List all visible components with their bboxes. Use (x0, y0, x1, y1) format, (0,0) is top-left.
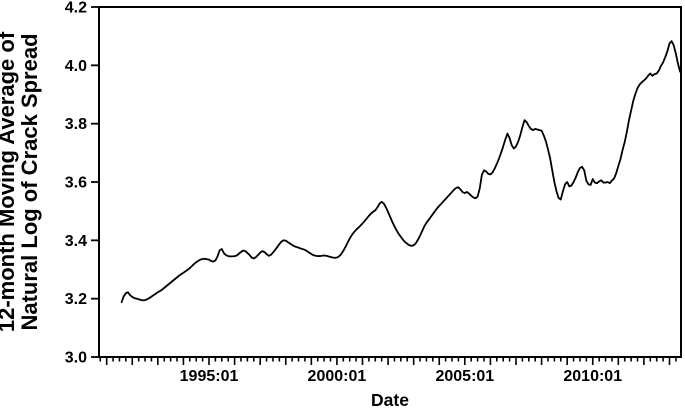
y-tick-label: 3.2 (65, 291, 87, 308)
crack-spread-series-line (120, 40, 682, 304)
x-axis-title: Date (371, 390, 409, 410)
x-tick-label: 2005:01 (435, 368, 494, 385)
x-tick-label: 1995:01 (180, 368, 239, 385)
y-tick-label: 3.8 (65, 116, 87, 133)
y-tick-label: 3.0 (65, 350, 87, 367)
y-tick-label: 4.2 (65, 0, 87, 17)
x-tick-label: 2010:01 (563, 368, 622, 385)
plot-area: 3.0 3.2 3.4 3.6 3.8 4.0 4.2 1995:01 2000:01 2005:… (65, 0, 682, 385)
y-tick-label: 4.0 (65, 58, 87, 75)
y-tick-label: 3.4 (65, 233, 87, 250)
y-axis-title-line2: Natural Log of Crack Spread (17, 33, 42, 330)
y-tick-label: 3.6 (65, 175, 87, 192)
y-axis-title-line1: 12-month Moving Average of (0, 31, 19, 332)
x-tick-label: 2000:01 (308, 368, 367, 385)
